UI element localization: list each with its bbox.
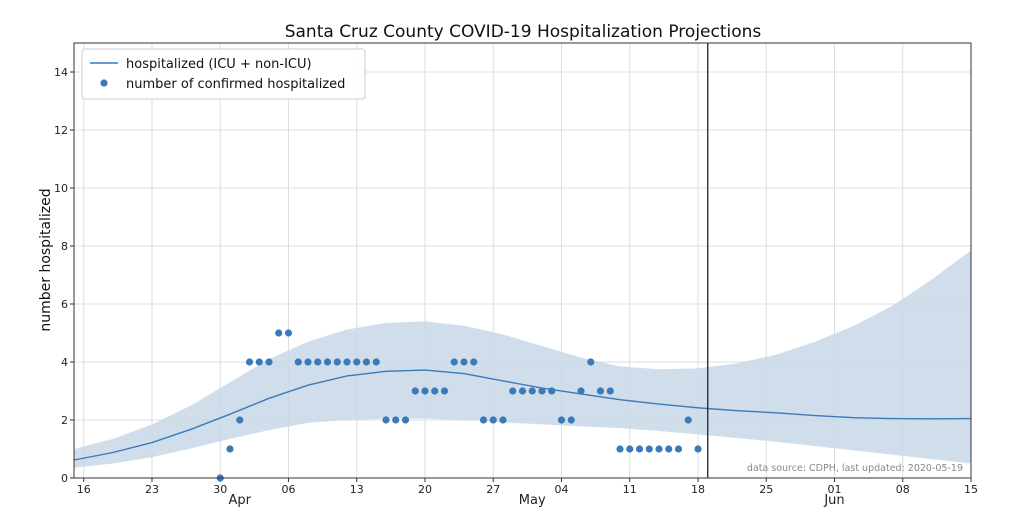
data-point-confirmed <box>304 358 312 366</box>
data-point-confirmed <box>362 358 371 366</box>
data-point-confirmed <box>694 445 702 453</box>
data-point-confirmed <box>284 329 293 337</box>
plot-frame <box>73 42 972 479</box>
data-point-confirmed <box>528 387 536 395</box>
data-point-confirmed <box>626 445 634 453</box>
data-source-annotation: data source: CDPH, last updated: 2020-05… <box>747 463 963 474</box>
plot-area: 0 2 4 6 8 10 12 14 16 23 30 06 13 20 27 04 11 18 25 01 08 15 A… <box>54 42 978 508</box>
data-point-confirmed <box>353 358 361 366</box>
data-point-confirmed <box>460 358 468 366</box>
data-point-confirmed <box>392 416 400 424</box>
data-point-confirmed <box>440 387 449 395</box>
x-tick-label: 25 <box>759 483 773 496</box>
x-tick-label: 27 <box>486 483 500 496</box>
legend-label-line: hospitalized (ICU + non-ICU) <box>126 57 312 72</box>
data-point-confirmed <box>411 387 419 395</box>
legend-box <box>81 48 366 100</box>
y-tick-label: 2 <box>61 414 68 427</box>
data-point-confirmed <box>645 445 653 453</box>
data-point-confirmed <box>450 358 458 366</box>
data-point-confirmed <box>275 329 283 337</box>
data-point-confirmed <box>236 416 244 424</box>
data-point-confirmed <box>538 387 546 395</box>
data-point-confirmed <box>372 358 380 366</box>
data-point-confirmed <box>470 358 478 366</box>
x-tick-label: 11 <box>623 483 637 496</box>
x-tick-label: 30 <box>213 483 227 496</box>
y-tick-label: 8 <box>61 240 68 253</box>
data-point-confirmed <box>499 416 507 424</box>
data-point-confirmed <box>431 387 439 395</box>
data-point-confirmed <box>382 416 390 424</box>
data-point-confirmed <box>567 416 575 424</box>
data-point-confirmed <box>674 445 683 453</box>
month-label: May <box>519 493 546 508</box>
data-point-confirmed <box>479 416 488 424</box>
x-tick-label: 16 <box>77 483 91 496</box>
data-point-confirmed <box>401 416 410 424</box>
y-tick-label: 0 <box>61 472 68 485</box>
data-point-confirmed <box>343 358 351 366</box>
data-point-confirmed <box>596 387 605 395</box>
y-axis-label: number hospitalized <box>38 188 54 331</box>
x-tick-label: 08 <box>896 483 910 496</box>
x-tick-label: 01 <box>828 483 842 496</box>
legend-label-scatter: number of confirmed hospitalized <box>126 77 345 92</box>
data-point-confirmed <box>548 387 556 395</box>
x-tick-label: 04 <box>555 483 569 496</box>
month-label: Jun <box>823 493 844 508</box>
data-point-confirmed <box>655 445 663 453</box>
data-point-confirmed <box>577 387 585 395</box>
data-point-confirmed <box>255 358 263 366</box>
data-point-confirmed <box>323 358 332 366</box>
data-point-confirmed <box>245 358 254 366</box>
data-point-confirmed <box>333 358 341 366</box>
data-point-confirmed <box>665 445 673 453</box>
data-point-confirmed <box>226 445 234 453</box>
data-point-confirmed <box>587 358 595 366</box>
data-point-confirmed <box>518 387 527 395</box>
data-point-confirmed <box>606 387 614 395</box>
data-point-confirmed <box>265 358 273 366</box>
x-tick-label: 15 <box>964 483 978 496</box>
series-line-hospitalized <box>73 369 972 461</box>
chart-title: Santa Cruz County COVID-19 Hospitalizati… <box>285 22 762 42</box>
y-tick-label: 6 <box>61 298 68 311</box>
x-tick-label: 18 <box>691 483 705 496</box>
data-point-confirmed <box>557 416 566 424</box>
data-point-confirmed <box>294 358 302 366</box>
data-point-confirmed <box>314 358 322 366</box>
x-tick-label: 23 <box>145 483 159 496</box>
data-point-confirmed <box>616 445 624 453</box>
x-tick-label: 06 <box>282 483 296 496</box>
x-tick-label: 13 <box>350 483 364 496</box>
data-point-confirmed <box>421 387 429 395</box>
y-tick-label: 14 <box>54 66 68 79</box>
data-point-confirmed <box>489 416 497 424</box>
data-point-confirmed <box>684 416 692 424</box>
x-tick-label: 20 <box>418 483 432 496</box>
confidence-band <box>74 250 971 468</box>
data-point-confirmed <box>509 387 517 395</box>
y-tick-label: 4 <box>61 356 68 369</box>
legend-dot-swatch <box>100 79 108 87</box>
month-label: Apr <box>229 493 252 508</box>
y-tick-label: 12 <box>54 124 68 137</box>
data-point-confirmed <box>635 445 644 453</box>
y-tick-label: 10 <box>54 182 68 195</box>
